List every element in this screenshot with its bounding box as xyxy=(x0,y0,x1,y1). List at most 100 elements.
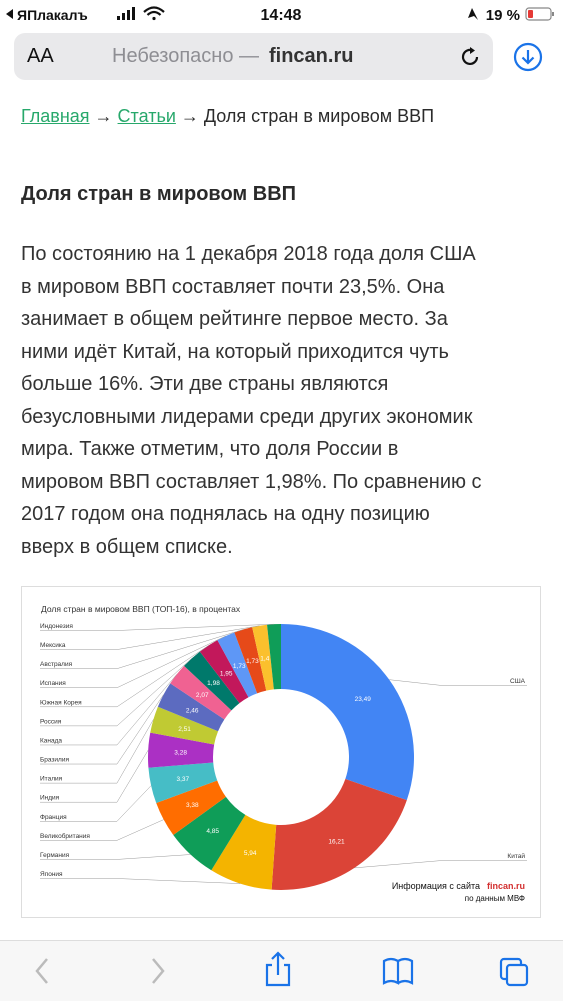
paragraph-line: мировом ВВП составляет 1,98%. По сравнен… xyxy=(21,470,482,493)
category-label: Китай xyxy=(507,852,525,860)
paragraph-line: мира. Также отметим, что доля России в xyxy=(21,438,399,460)
donut-slice xyxy=(199,640,249,704)
slice-value-label: 2,51 xyxy=(178,726,191,733)
toolbar xyxy=(0,940,563,1001)
leader-line xyxy=(40,749,149,803)
leader-line xyxy=(40,658,192,727)
category-label: Индия xyxy=(40,795,60,802)
tabs-button[interactable] xyxy=(499,957,529,987)
paragraph-line: 2017 годом она поднялась на одну позицию xyxy=(21,503,430,525)
breadcrumb: Главная → Статьи → Доля стран в мировом … xyxy=(21,106,434,127)
slice-value-label: 4,85 xyxy=(206,828,219,835)
chart-title: Доля стран в мировом ВВП (ТОП-16), в про… xyxy=(41,604,241,614)
wifi-icon xyxy=(143,6,165,21)
chart-image: Доля стран в мировом ВВП (ТОП-16), в про… xyxy=(21,586,541,918)
category-label: Россия xyxy=(40,718,62,725)
leader-line xyxy=(40,819,164,841)
category-label: Мексика xyxy=(40,642,66,649)
breadcrumb-separator: → xyxy=(94,106,113,126)
donut-slice xyxy=(156,780,226,836)
breadcrumb-section[interactable]: Статьи xyxy=(117,106,176,126)
slice-value-label: 3,28 xyxy=(174,749,187,756)
donut-slice xyxy=(170,665,232,720)
category-label: Бразилия xyxy=(40,757,69,764)
donut-slice xyxy=(281,624,414,801)
leader-line xyxy=(40,635,226,688)
carrier: ЯПлакалъ xyxy=(17,7,88,23)
donut-slice xyxy=(211,814,277,890)
domain: fincan.ru xyxy=(269,45,354,67)
slice-value-label: 1,98 xyxy=(207,680,220,687)
article-heading: Доля стран в мировом ВВП xyxy=(21,183,297,205)
signal-icon xyxy=(117,7,135,20)
breadcrumb-home[interactable]: Главная xyxy=(21,106,90,126)
donut-slice xyxy=(173,796,246,871)
donut-slice xyxy=(234,627,267,694)
leader-line xyxy=(40,645,209,708)
paragraph-line: в мировом ВВП составляет почти 23,5%. Он… xyxy=(21,275,445,298)
address-bar[interactable]: AA Небезопасно — fincan.ru xyxy=(14,33,493,80)
donut-slice xyxy=(150,706,219,745)
leader-line xyxy=(40,878,241,884)
slice-value-label: 16,21 xyxy=(328,838,345,845)
slice-value-label: 5,94 xyxy=(244,850,257,857)
category-label: Италия xyxy=(40,776,63,783)
battery-level xyxy=(528,10,533,18)
paragraph-line: занимает в общем рейтинге первое место. … xyxy=(21,308,448,330)
battery-percent: 19 % xyxy=(486,7,520,24)
slice-value-label: 23,49 xyxy=(355,696,372,703)
category-label: Великобритания xyxy=(40,832,90,840)
clock: 14:48 xyxy=(261,7,302,24)
location-icon xyxy=(468,8,478,20)
leader-line xyxy=(354,860,527,869)
donut-slice xyxy=(148,762,218,804)
forward-button[interactable] xyxy=(152,958,165,984)
text-size-button[interactable]: AA xyxy=(27,45,54,67)
toolbar-icons xyxy=(35,951,529,987)
leader-line xyxy=(40,785,152,822)
paragraph-line: вверх в общем списке. xyxy=(21,535,233,558)
leader-line xyxy=(40,719,154,784)
source-note: Информация с сайта xyxy=(392,881,480,891)
back-button[interactable] xyxy=(35,958,48,984)
leader-line xyxy=(40,674,177,746)
status-icons: ЯПлакалъ 14:48 19 % xyxy=(6,6,554,24)
bookmarks-button[interactable] xyxy=(382,957,414,985)
leader-line xyxy=(40,629,244,669)
leader-line xyxy=(40,854,191,860)
category-label: Южная Корея xyxy=(40,699,82,706)
status-bar: ЯПлакалъ 14:48 19 % xyxy=(0,0,563,30)
paragraph-line: По состоянию на 1 декабря 2018 года доля… xyxy=(21,243,476,265)
security-label: Небезопасно — xyxy=(112,45,260,67)
donut-slice xyxy=(157,683,225,732)
slice-value-label: 3,38 xyxy=(186,802,199,809)
back-app-icon[interactable] xyxy=(6,9,13,19)
paragraph-line: больше 16%. Эти две страны являются xyxy=(21,373,389,395)
slice-value-label: 2,46 xyxy=(186,707,199,714)
slice-value-label: 1,73 xyxy=(246,658,259,665)
donut-slice xyxy=(252,624,274,691)
leader-line xyxy=(389,679,527,686)
leader-line xyxy=(40,625,260,650)
leader-line xyxy=(40,694,164,765)
donut-slice xyxy=(184,651,240,711)
category-label: Германия xyxy=(40,852,70,859)
slice-value-label: 3,37 xyxy=(177,776,190,783)
category-label: Австралия xyxy=(40,661,73,668)
slice-value-label: 2,07 xyxy=(196,692,209,699)
category-label: Япония xyxy=(40,871,63,878)
battery-icon xyxy=(525,7,552,21)
donut-slice xyxy=(217,632,258,698)
donut-slice xyxy=(148,732,215,768)
category-label: Франция xyxy=(40,814,67,821)
category-label: Канада xyxy=(40,737,62,744)
download-button[interactable] xyxy=(513,42,543,72)
reload-button[interactable] xyxy=(458,45,482,69)
slice-value-label: 1,4 xyxy=(260,655,269,662)
category-label: Испания xyxy=(40,680,66,687)
leader-line xyxy=(40,623,275,631)
slice-value-label: 1,73 xyxy=(233,663,246,670)
category-label: США xyxy=(510,678,526,685)
share-button[interactable] xyxy=(265,951,291,987)
